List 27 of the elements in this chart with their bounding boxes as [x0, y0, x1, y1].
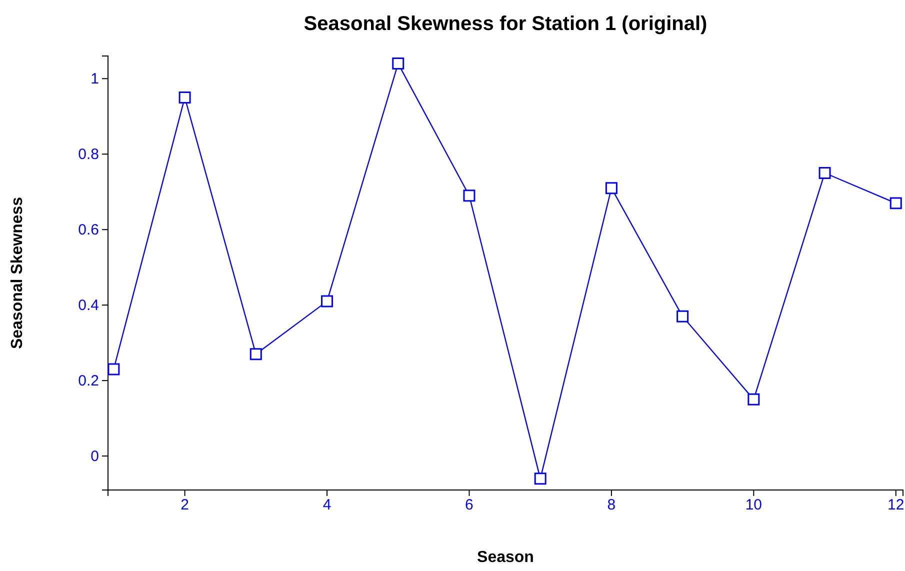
x-tick-label: 6: [465, 496, 474, 514]
x-tick-label: 4: [322, 496, 332, 514]
point: [463, 190, 476, 202]
point: [748, 393, 760, 406]
point: [250, 348, 262, 360]
point: [178, 92, 191, 104]
point: [534, 472, 546, 485]
point: [890, 197, 902, 210]
point: [321, 295, 334, 308]
x-axis-title: Season: [477, 549, 534, 566]
x-tick-label: 8: [607, 496, 616, 514]
point: [818, 166, 831, 179]
x-tick-label: 10: [745, 496, 762, 514]
y-tick-label: 0.2: [78, 372, 99, 390]
y-tick-label: 0: [90, 448, 99, 465]
chart-title: Seasonal Skewness for Station 1 (original): [304, 13, 708, 35]
point: [605, 182, 618, 194]
point: [108, 363, 120, 376]
y-tick-label: 0.6: [78, 221, 99, 238]
y-tick-label: 1: [90, 70, 99, 88]
y-tick-label: 0.4: [78, 296, 99, 314]
y-axis-title: Seasonal Skewness: [9, 196, 26, 350]
y-tick-label: 0.8: [78, 146, 99, 163]
point: [392, 58, 404, 70]
point: [676, 310, 689, 322]
x-tick-label: 12: [888, 496, 904, 514]
x-tick-label: 2: [180, 496, 189, 514]
